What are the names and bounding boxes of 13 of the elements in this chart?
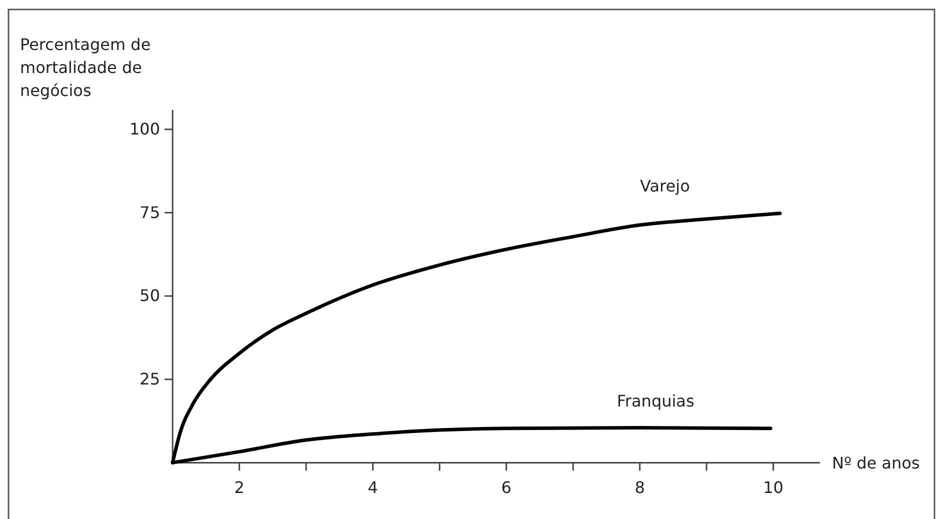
x-axis-title: Nº de anos [832, 454, 920, 473]
y-axis-title: Percentagem de mortalidade de negócios [20, 35, 151, 100]
x-tick-label: 6 [501, 478, 512, 497]
y-tick-label: 75 [140, 202, 160, 222]
series-label: Franquias [616, 391, 694, 410]
y-tick-label: 25 [140, 369, 160, 388]
series-label: Varejo [640, 176, 690, 196]
x-tick-label: 4 [368, 478, 378, 497]
x-tick-label: 8 [634, 478, 645, 497]
y-tick-label: 100 [129, 119, 160, 138]
x-tick-label: 10 [763, 478, 784, 497]
x-tick-label: 2 [234, 478, 244, 497]
y-tick-label: 50 [140, 286, 160, 306]
